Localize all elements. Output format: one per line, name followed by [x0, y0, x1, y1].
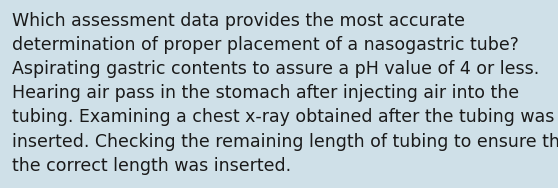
Text: determination of proper placement of a nasogastric tube?: determination of proper placement of a n… — [12, 36, 519, 54]
Text: Hearing air pass in the stomach after injecting air into the: Hearing air pass in the stomach after in… — [12, 84, 519, 102]
Text: Aspirating gastric contents to assure a pH value of 4 or less.: Aspirating gastric contents to assure a … — [12, 60, 540, 78]
Text: inserted. Checking the remaining length of tubing to ensure that: inserted. Checking the remaining length … — [12, 133, 558, 151]
Text: tubing. Examining a chest x-ray obtained after the tubing was: tubing. Examining a chest x-ray obtained… — [12, 108, 555, 127]
Text: the correct length was inserted.: the correct length was inserted. — [12, 157, 291, 175]
Text: Which assessment data provides the most accurate: Which assessment data provides the most … — [12, 12, 465, 30]
